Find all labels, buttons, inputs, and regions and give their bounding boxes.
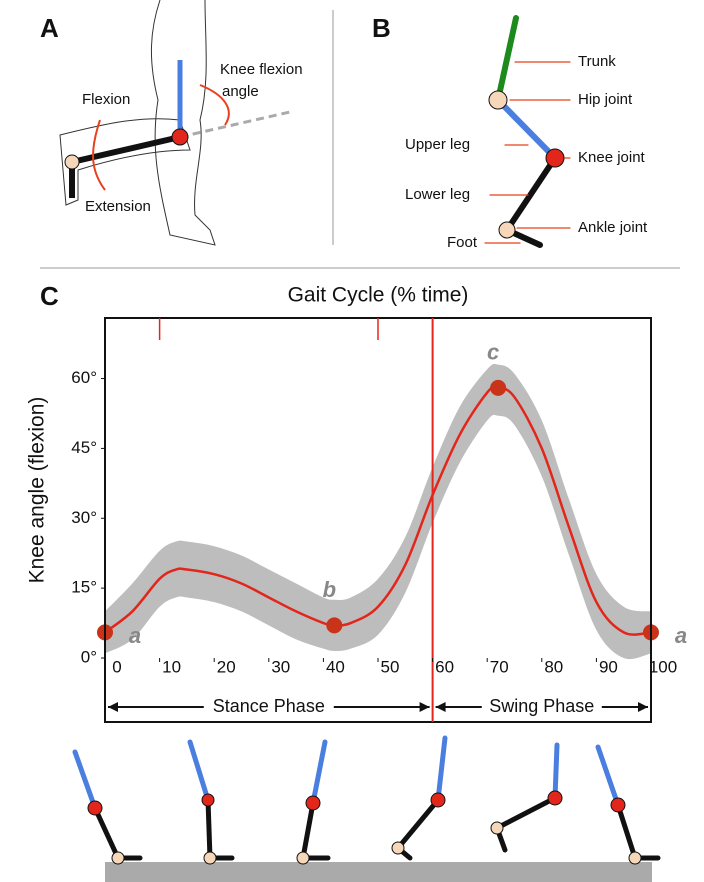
x-tick-label: 90	[599, 657, 618, 676]
panel-label: A	[40, 13, 59, 43]
phase-label: Swing Phase	[489, 696, 594, 716]
part-label: Knee joint	[578, 149, 646, 166]
x-tick-label: 40	[326, 657, 345, 676]
part-label: Trunk	[578, 53, 616, 70]
x-tick-label: 100	[649, 657, 677, 676]
mean-line	[104, 385, 652, 636]
y-tick-label: 30°	[71, 508, 97, 527]
y-tick-label: 60°	[71, 368, 97, 387]
point-label: b	[323, 577, 336, 602]
x-tick-label: 50	[381, 657, 400, 676]
y-tick-label: 45°	[71, 438, 97, 457]
x-tick-label: 70	[490, 657, 509, 676]
y-tick-label: 15°	[71, 578, 97, 597]
arrow-head	[435, 702, 446, 712]
x-tick-label: 20	[217, 657, 236, 676]
arrow-head	[108, 702, 118, 712]
panel-a-drawing	[59, 0, 291, 246]
annotation: angle	[222, 83, 259, 100]
part-label: Upper leg	[405, 136, 470, 153]
phase-label: Stance Phase	[213, 696, 325, 716]
x-tick-label: 60	[435, 657, 454, 676]
annotation: Knee flexion	[220, 61, 303, 78]
y-axis-label: Knee angle (flexion)	[26, 397, 49, 584]
part-label: Hip joint	[578, 91, 633, 108]
key-point	[326, 617, 343, 634]
part-label: Foot	[447, 234, 478, 251]
x-tick-label: 30	[271, 657, 290, 676]
point-label: a	[675, 623, 687, 648]
panel-label: C	[40, 281, 59, 311]
chart-title: Gait Cycle (% time)	[288, 284, 469, 307]
panel-b-drawing	[484, 15, 571, 248]
annotation: Flexion	[82, 91, 130, 108]
point-label: c	[487, 340, 499, 365]
arrow-head	[638, 702, 648, 712]
part-label: Ankle joint	[578, 219, 648, 236]
part-label: Lower leg	[405, 186, 470, 203]
y-tick-label: 0°	[81, 647, 97, 666]
point-label: a	[129, 623, 141, 648]
x-tick-label: 80	[544, 657, 563, 676]
arrow-head	[419, 702, 430, 712]
panel-label: B	[372, 13, 391, 43]
confidence-band	[105, 363, 651, 660]
annotation: Extension	[85, 198, 151, 215]
x-tick-label: 0	[112, 657, 121, 676]
ground	[105, 862, 652, 882]
gait-figures	[72, 735, 661, 865]
key-point	[490, 379, 507, 396]
x-tick-label: 10	[162, 657, 181, 676]
